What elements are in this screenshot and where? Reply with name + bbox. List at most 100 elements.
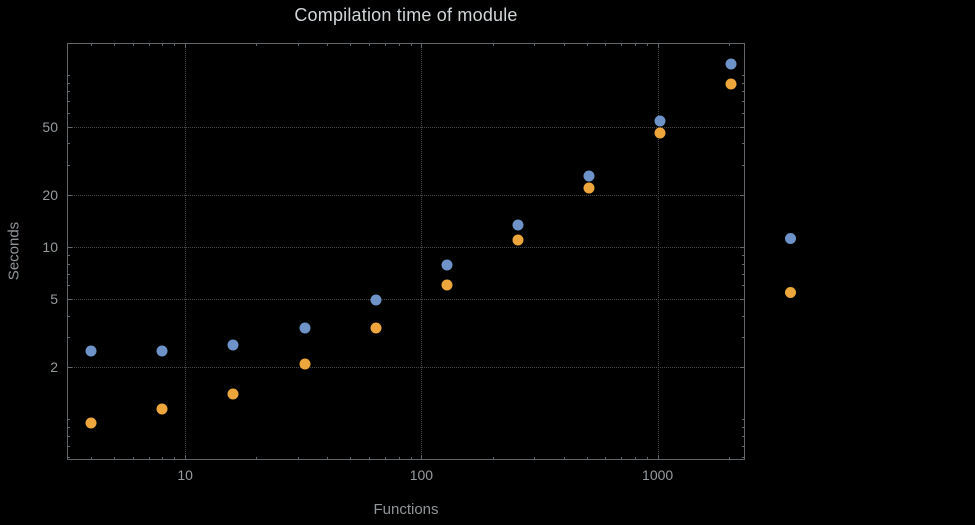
y-tick-mark xyxy=(67,126,72,128)
horizontal-gridline xyxy=(67,298,745,300)
x-tick-mark xyxy=(605,457,607,460)
x-tick-mark xyxy=(297,457,299,460)
x-tick-mark xyxy=(634,457,636,460)
y-tick-mark xyxy=(742,285,745,287)
y-tick-mark xyxy=(742,337,745,339)
horizontal-gridline xyxy=(67,195,745,197)
y-tick-mark xyxy=(742,91,745,93)
x-tick-mark xyxy=(492,43,494,46)
x-tick-mark xyxy=(728,457,730,460)
data-point-blue xyxy=(654,115,666,127)
x-tick-mark xyxy=(350,43,352,46)
data-point-orange xyxy=(583,182,595,194)
y-tick-mark xyxy=(67,254,70,256)
y-tick-mark xyxy=(67,273,70,275)
y-tick-mark xyxy=(742,143,745,145)
x-tick-mark xyxy=(350,457,352,460)
y-tick-mark xyxy=(742,164,745,166)
y-tick-mark xyxy=(67,435,70,437)
x-tick-mark xyxy=(398,43,400,46)
x-tick-mark xyxy=(534,457,536,460)
legend xyxy=(785,233,796,298)
data-point-orange xyxy=(156,403,168,415)
y-tick-mark xyxy=(67,82,70,84)
x-tick-mark xyxy=(605,43,607,46)
x-tick-mark xyxy=(586,457,588,460)
x-tick-mark xyxy=(297,43,299,46)
y-tick-mark xyxy=(67,164,70,166)
x-tick-mark xyxy=(410,457,412,460)
chart-title: Compilation time of module xyxy=(294,5,518,25)
y-tick-mark xyxy=(742,435,745,437)
data-point-blue xyxy=(156,345,168,357)
y-tick-mark xyxy=(67,367,72,369)
data-point-blue xyxy=(370,294,382,306)
x-tick-mark xyxy=(114,457,116,460)
y-tick-mark xyxy=(67,285,70,287)
y-tick-mark xyxy=(742,254,745,256)
x-tick-mark xyxy=(256,43,258,46)
x-tick-label: 100 xyxy=(409,467,434,483)
x-tick-mark xyxy=(368,457,370,460)
y-tick-mark xyxy=(742,419,745,421)
data-point-blue xyxy=(227,339,239,351)
x-tick-mark xyxy=(132,457,134,460)
x-tick-mark xyxy=(634,43,636,46)
x-tick-mark xyxy=(327,457,329,460)
data-point-blue xyxy=(441,259,453,271)
y-tick-mark xyxy=(742,263,745,265)
x-tick-mark xyxy=(657,43,659,48)
x-tick-label: 1000 xyxy=(642,467,674,483)
x-tick-mark xyxy=(398,457,400,460)
x-tick-mark xyxy=(148,457,150,460)
x-tick-mark xyxy=(162,43,164,46)
x-tick-mark xyxy=(534,43,536,46)
data-point-orange xyxy=(299,358,310,370)
y-tick-mark xyxy=(67,457,70,459)
y-tick-mark xyxy=(742,82,745,84)
data-point-orange xyxy=(654,127,666,139)
x-tick-mark xyxy=(621,457,623,460)
x-tick-mark xyxy=(421,43,423,48)
data-point-orange xyxy=(370,322,382,334)
y-tick-label: 10 xyxy=(42,239,58,256)
data-point-blue xyxy=(85,345,97,357)
data-point-blue xyxy=(299,322,310,334)
y-tick-mark xyxy=(67,263,70,265)
y-tick-mark xyxy=(740,367,745,369)
x-tick-mark xyxy=(563,43,565,46)
y-tick-mark xyxy=(740,126,745,128)
x-axis-label: Functions xyxy=(373,501,439,518)
x-tick-mark xyxy=(646,43,648,46)
y-tick-mark xyxy=(67,113,70,115)
data-point-orange xyxy=(441,279,453,291)
y-tick-mark xyxy=(740,298,745,300)
data-point-blue xyxy=(583,170,595,182)
vertical-gridline xyxy=(185,43,187,460)
y-tick-mark xyxy=(67,143,70,145)
y-tick-mark xyxy=(67,101,70,103)
y-tick-mark xyxy=(740,247,745,249)
vertical-gridline xyxy=(421,43,423,460)
y-tick-mark xyxy=(67,445,70,447)
data-point-orange xyxy=(227,388,239,400)
x-tick-mark xyxy=(728,43,730,46)
y-axis-label: Seconds xyxy=(5,221,23,281)
y-tick-mark xyxy=(67,74,70,76)
x-tick-mark xyxy=(646,457,648,460)
x-tick-mark xyxy=(657,455,659,460)
horizontal-gridline xyxy=(67,247,745,249)
y-tick-mark xyxy=(67,419,70,421)
horizontal-gridline xyxy=(67,367,745,369)
x-tick-mark xyxy=(174,43,176,46)
horizontal-gridline xyxy=(67,126,745,128)
plot-frame xyxy=(67,43,745,460)
y-tick-mark xyxy=(67,427,70,429)
x-tick-mark xyxy=(114,43,116,46)
x-tick-mark xyxy=(492,457,494,460)
x-tick-mark xyxy=(148,43,150,46)
x-tick-mark xyxy=(162,457,164,460)
x-tick-mark xyxy=(327,43,329,46)
data-point-orange xyxy=(512,234,524,246)
x-tick-mark xyxy=(174,457,176,460)
